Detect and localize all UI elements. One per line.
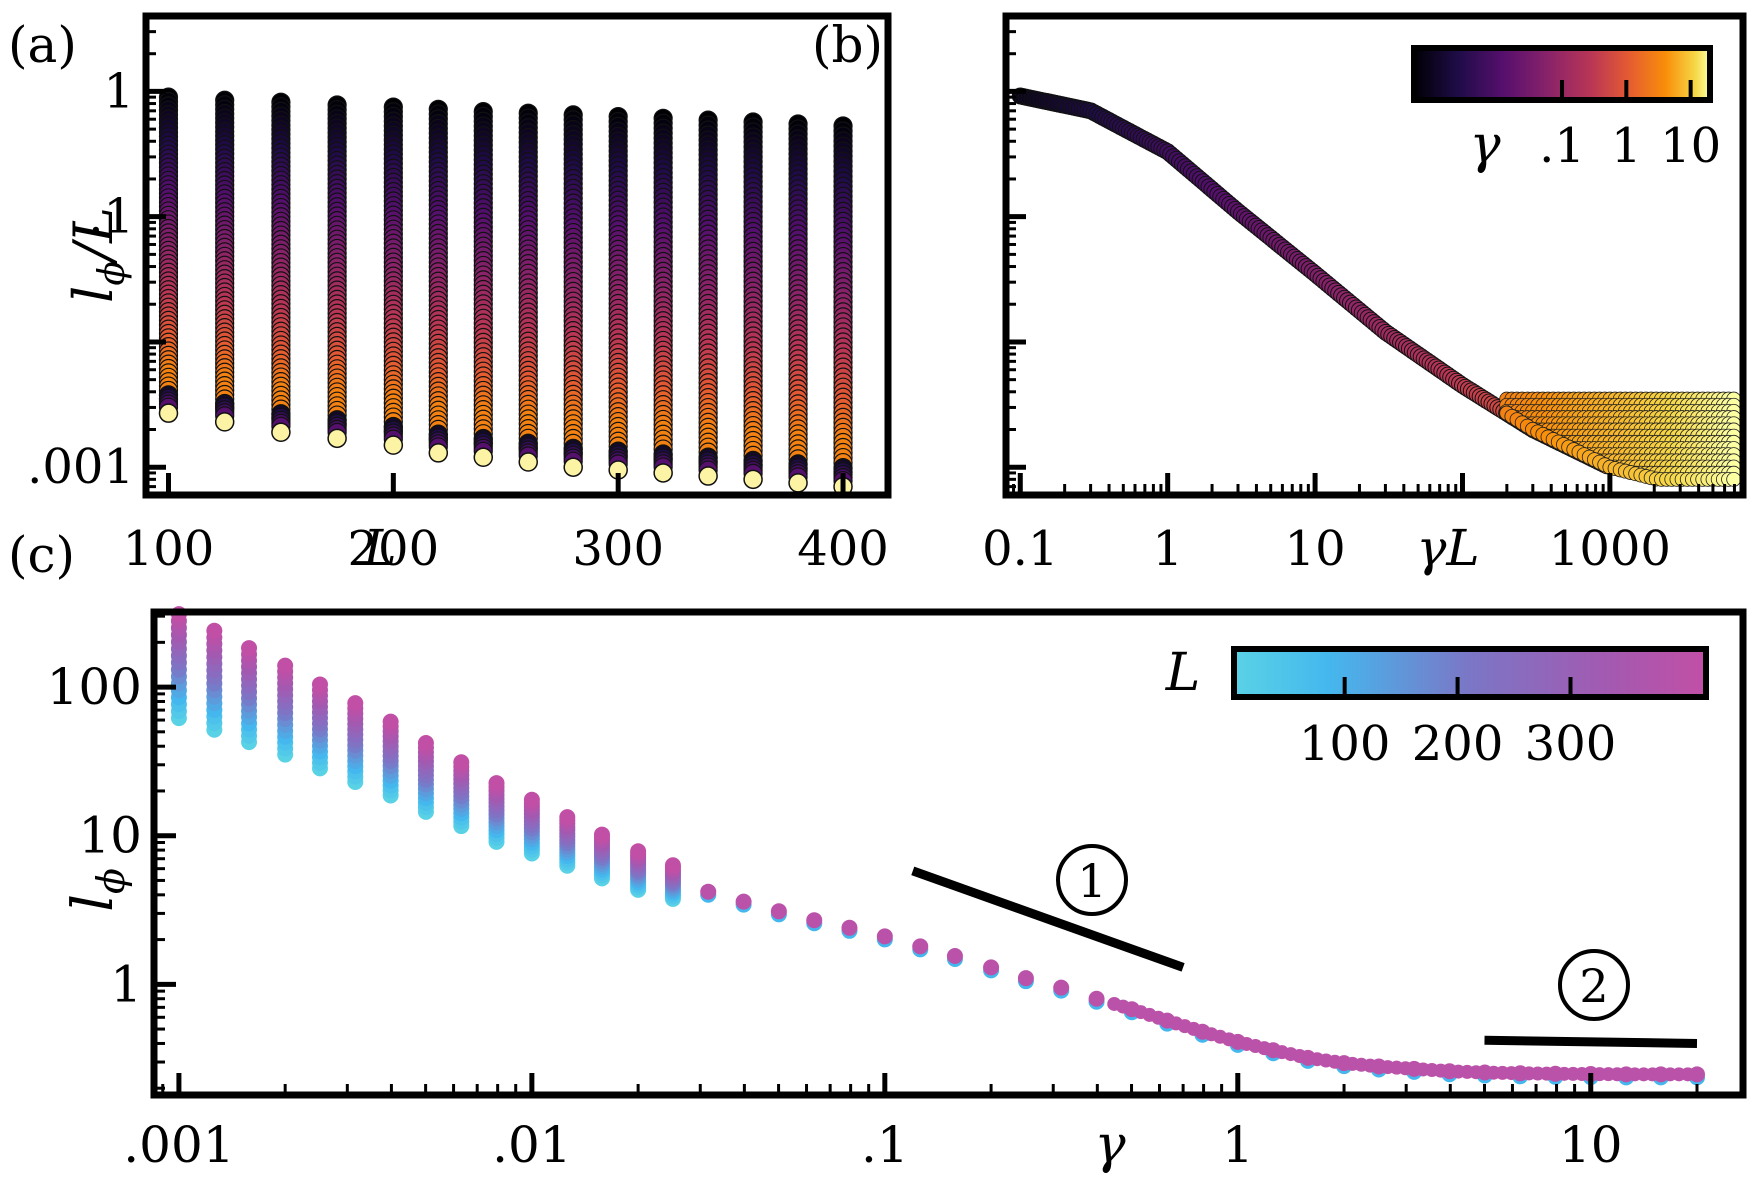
data-point bbox=[453, 754, 470, 771]
colorbar-tick-label: 10 bbox=[1660, 118, 1721, 174]
data-point bbox=[983, 959, 1000, 976]
data-point bbox=[518, 452, 538, 472]
data-point bbox=[158, 403, 179, 423]
data-point bbox=[735, 893, 752, 910]
panel-c: 1 2 .001 .01 .1 1 10 1 10 100 γ lϕ 100 200 300 L bbox=[47, 606, 1709, 1175]
data-point bbox=[876, 928, 893, 945]
slope-guide-line bbox=[911, 866, 1185, 972]
x-tick-label: 10 bbox=[1559, 1116, 1623, 1174]
x-tick-label: 200 bbox=[348, 521, 440, 577]
panel-b-frame bbox=[1002, 12, 1747, 499]
data-point bbox=[206, 622, 223, 639]
data-point bbox=[653, 463, 673, 483]
x-tick-label: .1 bbox=[861, 1116, 909, 1174]
data-point bbox=[488, 775, 505, 792]
data-point bbox=[559, 809, 576, 826]
y-tick-label: 10 bbox=[78, 807, 142, 865]
x-tick-label: 1000 bbox=[1549, 521, 1671, 577]
data-point bbox=[1017, 970, 1034, 987]
x-tick-label: 10 bbox=[1285, 521, 1346, 577]
panel-b-label: (b) bbox=[812, 16, 883, 74]
x-tick-label: 300 bbox=[572, 521, 664, 577]
data-point bbox=[700, 883, 717, 900]
x-tick-label: 1 bbox=[1222, 1116, 1254, 1174]
x-axis-label: L bbox=[362, 519, 396, 577]
panel-a: .001 .1 1 100 200 300 400 Llϕ/L bbox=[27, 14, 889, 577]
data-point bbox=[271, 422, 291, 443]
x-tick-label: .001 bbox=[123, 1116, 234, 1174]
colorbar-tick-label: 100 bbox=[1299, 716, 1391, 772]
data-point bbox=[382, 713, 399, 730]
colorbar bbox=[1231, 646, 1709, 700]
data-point bbox=[630, 843, 647, 860]
colorbar-tick-label: 1 bbox=[1611, 118, 1642, 174]
annotation-label: 1 bbox=[1077, 854, 1106, 908]
annotation-circle bbox=[1558, 949, 1630, 1021]
data-point bbox=[1053, 979, 1070, 996]
panel-b: 0.1 1 10 1000 γL .1 1 10 γ bbox=[982, 14, 1745, 577]
data-point bbox=[383, 435, 404, 455]
x-axis-label: γL bbox=[1416, 519, 1479, 577]
data-point bbox=[417, 735, 434, 752]
panel-c-label: (c) bbox=[8, 526, 75, 584]
data-point bbox=[428, 443, 449, 463]
x-tick-label: 100 bbox=[123, 521, 215, 577]
data-point bbox=[946, 948, 963, 965]
x-axis-label: γ bbox=[1094, 1115, 1126, 1175]
data-point bbox=[1689, 1067, 1704, 1082]
panel-a-frame bbox=[142, 12, 892, 499]
y-axis-label: lϕ/L bbox=[62, 207, 133, 303]
svg-text:lϕ: lϕ bbox=[61, 868, 133, 912]
data-point bbox=[473, 447, 494, 468]
colorbar-tick-label: 300 bbox=[1525, 716, 1617, 772]
svg-text:lϕ/L: lϕ/L bbox=[62, 207, 133, 303]
data-point bbox=[241, 640, 258, 657]
colorbar-tick-label: .1 bbox=[1539, 118, 1585, 174]
data-point bbox=[563, 457, 583, 477]
data-point bbox=[327, 428, 347, 449]
annotation-label: 2 bbox=[1579, 959, 1608, 1013]
annotation-circle bbox=[1056, 844, 1128, 916]
colorbar-label: L bbox=[1165, 643, 1201, 703]
data-point bbox=[523, 791, 540, 808]
colorbar-label: γ bbox=[1469, 115, 1501, 175]
x-tick-label: .01 bbox=[492, 1116, 572, 1174]
data-point bbox=[841, 919, 858, 936]
y-tick-label: 1 bbox=[103, 63, 134, 119]
data-point bbox=[664, 857, 681, 874]
y-axis-label: lϕ bbox=[61, 868, 133, 912]
x-tick-label: 400 bbox=[797, 521, 889, 577]
y-tick-label: .001 bbox=[27, 439, 134, 495]
x-tick-label: 0.1 bbox=[982, 521, 1058, 577]
data-point bbox=[347, 695, 364, 712]
y-tick-label: 100 bbox=[47, 658, 142, 716]
data-point bbox=[912, 938, 929, 955]
colorbar-tick-label: 200 bbox=[1412, 716, 1504, 772]
data-point bbox=[311, 676, 328, 693]
x-tick-label: 1 bbox=[1152, 521, 1183, 577]
panel-a-label: (a) bbox=[8, 16, 77, 74]
y-tick-label: 1 bbox=[110, 955, 142, 1013]
data-point bbox=[806, 912, 823, 929]
data-point bbox=[1088, 990, 1105, 1007]
data-point bbox=[770, 903, 787, 920]
y-tick-label: .1 bbox=[88, 189, 134, 245]
data-point bbox=[277, 657, 294, 674]
panel-c-frame bbox=[150, 608, 1747, 1099]
data-point bbox=[698, 466, 718, 486]
data-point bbox=[788, 473, 808, 493]
data-point bbox=[214, 412, 235, 432]
data-point bbox=[743, 469, 763, 490]
slope-guide-line bbox=[1484, 1035, 1698, 1048]
data-point bbox=[593, 826, 610, 843]
